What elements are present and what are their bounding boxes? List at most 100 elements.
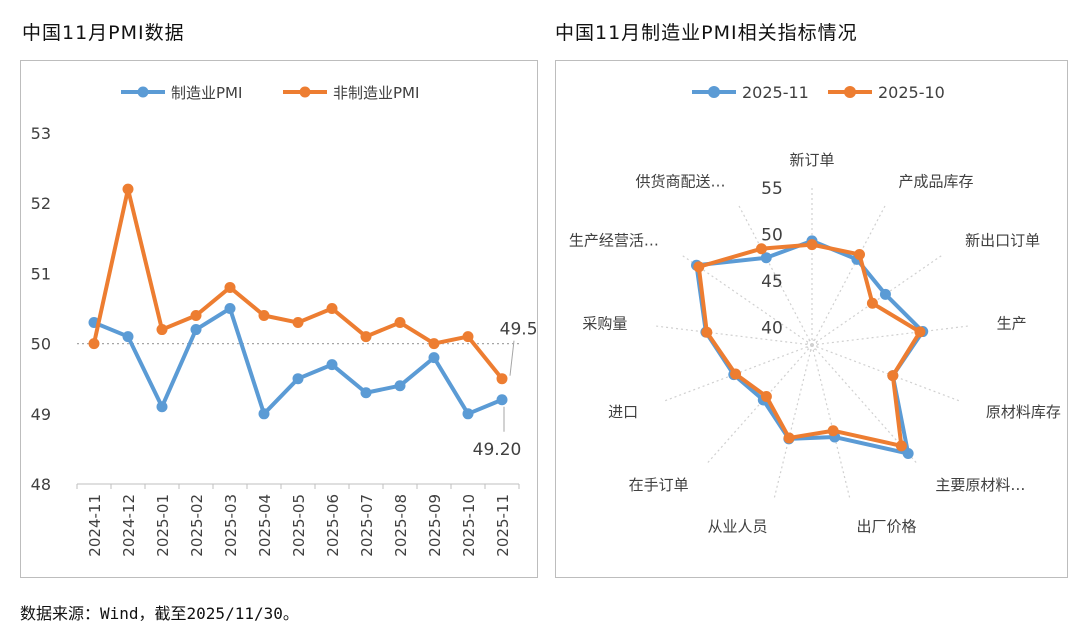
radar-spoke <box>773 344 813 499</box>
data-point <box>462 331 474 343</box>
category-label: 从业人员 <box>707 518 767 536</box>
legend-label: 2025-11 <box>742 83 809 102</box>
category-label: 出厂价格 <box>857 518 917 536</box>
x-tick-label: 2025-01 <box>154 494 172 557</box>
series-line-1 <box>92 187 504 380</box>
category-label: 生产经营活… <box>569 231 659 249</box>
data-point <box>394 317 406 329</box>
radar-center <box>806 339 818 351</box>
left-chart-title: 中国11月PMI数据 <box>22 22 185 44</box>
data-point <box>190 324 202 336</box>
data-point <box>360 331 372 343</box>
data-point <box>122 183 134 195</box>
x-tick-label: 2025-02 <box>188 494 206 557</box>
x-tick-label: 2024-11 <box>86 494 104 557</box>
x-tick-label: 2025-11 <box>494 494 512 557</box>
pmi-line-chart: 制造业PMI 非制造业PMI 48 49 50 51 52 53 2024-11 2024-12 2… <box>31 84 549 557</box>
radial-tick-label: 50 <box>761 225 783 245</box>
data-point <box>224 281 236 293</box>
x-tick-label: 2025-07 <box>358 494 376 557</box>
data-point <box>258 310 270 322</box>
data-point <box>292 317 304 329</box>
category-label: 进口 <box>608 403 638 421</box>
radar-point <box>760 252 772 264</box>
radar-chart-panel: 2025-11 2025-10 40 45 50 55 新订单 产成品库存 新出口订单 生产 原材料… <box>555 60 1068 578</box>
category-label: 原材料库存 <box>986 403 1061 421</box>
y-tick-label: 50 <box>31 335 51 354</box>
radar-spoke <box>706 344 813 464</box>
radar-spoke <box>811 254 943 346</box>
radar-spoke <box>655 325 813 346</box>
x-tick-label: 2025-05 <box>290 494 308 557</box>
legend-marker-1 <box>299 86 311 98</box>
data-point <box>88 338 100 350</box>
radar-spoke <box>811 204 886 346</box>
radar-point <box>827 425 839 437</box>
y-tick-label: 53 <box>31 124 51 143</box>
x-tick-label: 2025-03 <box>222 494 240 557</box>
radar-point <box>866 297 878 309</box>
category-label: 主要原材料… <box>935 476 1025 494</box>
data-point <box>428 338 440 350</box>
legend-marker-0 <box>708 86 720 98</box>
data-point <box>326 303 338 314</box>
radar-point <box>760 390 772 402</box>
data-point <box>156 401 168 413</box>
legend-label: 非制造业PMI <box>333 84 419 102</box>
radar-point <box>806 239 818 251</box>
line-chart-panel: 制造业PMI 非制造业PMI 48 49 50 51 52 53 2024-11 2024-12 2… <box>20 60 549 578</box>
manufacturing-radar-chart: 2025-11 2025-10 40 45 50 55 新订单产成品库存新出口订单生产原材料… <box>569 83 1061 536</box>
data-point <box>496 394 508 406</box>
x-tick-label: 2025-08 <box>392 494 410 557</box>
legend-marker-0 <box>137 86 149 98</box>
radar-series-1 <box>696 242 922 448</box>
y-tick-label: 48 <box>31 475 51 494</box>
data-point <box>462 408 474 420</box>
source-note: 数据来源：Wind，截至2025/11/30。 <box>20 604 299 623</box>
legend-label: 2025-10 <box>878 83 945 102</box>
annotation-label: 49.20 <box>473 440 522 460</box>
radar-spoke <box>811 325 969 346</box>
x-tick-label: 2024-12 <box>120 494 138 557</box>
y-tick-label: 49 <box>31 405 51 424</box>
data-point <box>258 408 270 420</box>
legend-marker-1 <box>844 86 856 98</box>
data-point <box>292 373 304 385</box>
y-tick-label: 51 <box>31 264 51 283</box>
radial-tick-label: 55 <box>761 179 783 199</box>
category-label: 在手订单 <box>629 476 689 494</box>
radial-tick-label: 40 <box>761 318 783 338</box>
data-point <box>428 352 440 364</box>
data-point <box>326 359 338 371</box>
data-point <box>360 387 372 399</box>
category-label: 生产 <box>997 315 1027 333</box>
y-tick-label: 52 <box>31 194 51 213</box>
x-tick-label: 2025-06 <box>324 494 342 557</box>
radar-spoke <box>811 344 851 499</box>
category-label: 供货商配送… <box>636 172 726 190</box>
x-tick-label: 2025-09 <box>426 494 444 557</box>
legend-label: 制造业PMI <box>171 84 242 102</box>
x-tick-label: 2025-10 <box>460 494 478 557</box>
radar-spoke <box>664 344 813 402</box>
annotation-leader <box>509 340 515 376</box>
radar-point <box>755 243 767 255</box>
data-point <box>156 324 168 336</box>
category-label: 新出口订单 <box>965 231 1040 249</box>
data-point <box>122 331 134 343</box>
right-chart-title: 中国11月制造业PMI相关指标情况 <box>555 22 858 44</box>
radar-point <box>914 326 926 338</box>
category-label: 采购量 <box>582 315 627 333</box>
data-point <box>394 380 406 392</box>
radar-spoke <box>811 344 960 402</box>
radar-point <box>693 261 705 273</box>
radar-point <box>701 326 713 338</box>
radar-spoke <box>681 254 813 346</box>
radar-point <box>730 368 742 380</box>
radar-spoke <box>738 204 813 346</box>
category-label: 产成品库存 <box>898 172 973 190</box>
radar-series-0 <box>694 238 925 456</box>
data-point <box>224 303 236 314</box>
radar-point <box>879 288 891 300</box>
radar-point <box>902 448 914 460</box>
